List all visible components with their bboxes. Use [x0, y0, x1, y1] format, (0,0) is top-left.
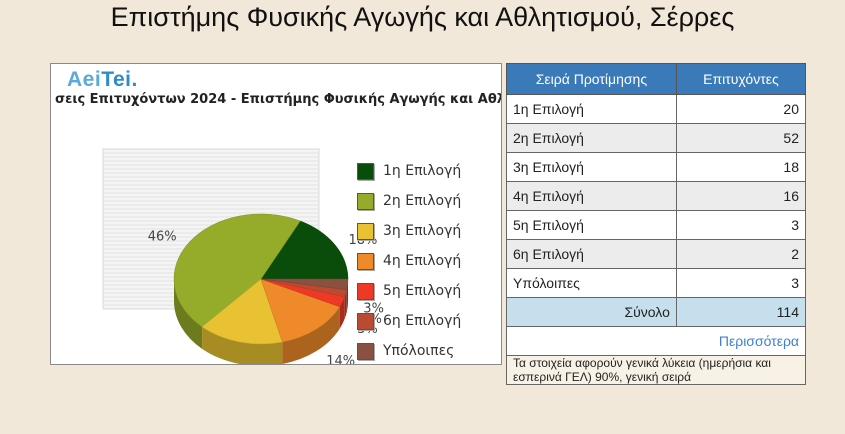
pie-slice-side [202, 326, 283, 364]
chart-panel: AeiTei. σεις Επιτυχόντων 2024 - Επιστήμη… [50, 63, 502, 365]
pie-grid-background [102, 148, 320, 310]
pie-slice-side [174, 279, 203, 349]
row-value: 16 [675, 181, 807, 211]
column-header-successful: Επιτυχόντες [675, 63, 807, 95]
page-title: Επιστήμης Φυσικής Αγωγής και Αθλητισμού,… [110, 2, 735, 32]
pie-percent-label: 46% [148, 229, 177, 244]
legend-label: Υπόλοιπες [383, 343, 455, 359]
more-link[interactable]: Περισσότερα [718, 333, 799, 349]
legend-swatch [357, 162, 374, 180]
pie-slice [260, 278, 349, 290]
row-label: 5η Επιλογή [506, 210, 677, 240]
row-value: 3 [675, 268, 807, 298]
legend-swatch [357, 192, 374, 210]
total-row: Σύνολο 114 [506, 297, 807, 327]
row-label: 3η Επιλογή [506, 152, 677, 182]
chart-title: σεις Επιτυχόντων 2024 - Επιστήμης Φυσική… [55, 92, 502, 107]
row-label: 1η Επιλογή [506, 94, 677, 124]
table-row: 2η Επιλογή 52 [506, 123, 807, 153]
legend-label: 5η Επιλογή [383, 283, 462, 299]
row-value: 18 [675, 152, 807, 182]
table-row: 3η Επιλογή 18 [506, 152, 807, 182]
total-value: 114 [675, 297, 807, 327]
note-row: Τα στοιχεία αφορούν γενικά λύκεια (ημερή… [506, 355, 806, 385]
legend-label: 6η Επιλογή [383, 313, 462, 329]
legend-label: 4η Επιλογή [383, 253, 462, 269]
pie-percent-label: 14% [326, 354, 355, 364]
legend-swatch [357, 312, 374, 330]
legend-item: 2η Επιλογή [357, 186, 461, 216]
row-label: 2η Επιλογή [506, 123, 677, 153]
pie-slice [201, 278, 283, 345]
pie-slice-side [346, 279, 348, 312]
chart-legend: 1η Επιλογή 2η Επιλογή 3η Επιλογή 4η Επιλογή… [357, 156, 461, 364]
row-value: 3 [675, 210, 807, 240]
legend-swatch [357, 222, 374, 240]
pie-slice [260, 220, 349, 280]
table-row: 4η Επιλογή 16 [506, 181, 807, 211]
pie-slice-side [344, 289, 347, 319]
pie-slice-side [282, 306, 340, 364]
row-value: 52 [675, 123, 807, 153]
row-label: 4η Επιλογή [506, 181, 677, 211]
row-label: Υπόλοιπες [506, 268, 677, 298]
legend-item: 4η Επιλογή [357, 246, 461, 276]
legend-label: 2η Επιλογή [383, 193, 462, 209]
legend-item: 1η Επιλογή [357, 156, 461, 186]
legend-item: Υπόλοιπες [357, 336, 461, 364]
table-row: Υπόλοιπες 3 [506, 268, 807, 298]
aeitei-logo: AeiTei. [67, 68, 138, 91]
row-value: 2 [675, 239, 807, 269]
table-note: Τα στοιχεία αφορούν γενικά λύκεια (ημερή… [506, 355, 806, 385]
pie-slice [173, 213, 301, 328]
legend-item: 5η Επιλογή [357, 276, 461, 306]
legend-label: 1η Επιλογή [383, 163, 462, 179]
legend-swatch [357, 282, 374, 300]
column-header-preference: Σειρά Προτίμησης [506, 63, 677, 95]
total-label: Σύνολο [506, 297, 677, 327]
legend-item: 6η Επιλογή [357, 306, 461, 336]
pie-slices [173, 213, 349, 345]
pie-slice [260, 278, 341, 343]
legend-label: 3η Επιλογή [383, 223, 462, 239]
pie-sides [174, 279, 348, 364]
row-label: 6η Επιλογή [506, 239, 677, 269]
table-row: 5η Επιλογή 3 [506, 210, 807, 240]
legend-swatch [357, 342, 374, 360]
more-row: Περισσότερα [506, 326, 806, 356]
results-table: Σειρά Προτίμησης Επιτυχόντες 1η Επιλογή 2… [506, 63, 807, 385]
table-row: 1η Επιλογή 20 [506, 94, 807, 124]
legend-item: 3η Επιλογή [357, 216, 461, 246]
row-value: 20 [675, 94, 807, 124]
table-row: 6η Επιλογή 2 [506, 239, 807, 269]
legend-swatch [357, 252, 374, 270]
